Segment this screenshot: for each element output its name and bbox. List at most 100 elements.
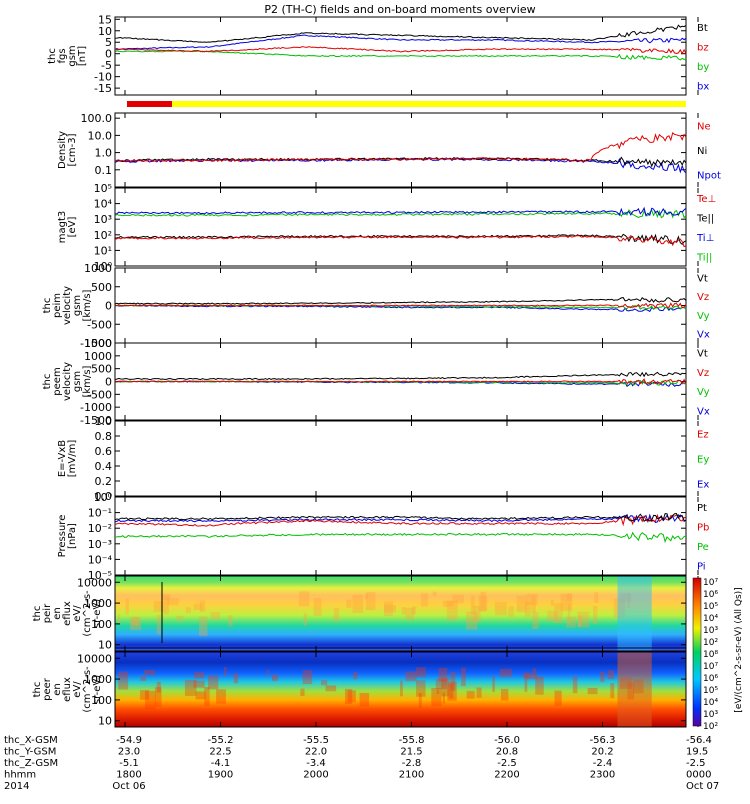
y-tick-label: 0.2 [95,475,113,488]
y-tick-label: 0.1 [95,164,113,177]
panel-frame-peer [114,651,687,728]
colorbar-tick-label: 10⁶ [703,590,718,600]
spectrogram-texture [535,676,544,695]
y-axis-label-line: [eV] [67,217,78,238]
spectrogram-texture [193,603,203,611]
spectrogram-texture [161,593,171,600]
spectrogram-texture [405,607,415,620]
y-tick-label: 10000 [77,576,112,589]
y-axis-label-line: sr-eV) [92,599,103,628]
figure-title: P2 (TH-C) fields and on-board moments ov… [264,3,535,16]
colorbar-tick-label: 10⁴ [703,698,718,708]
spectrogram-texture [473,605,481,622]
y-tick-label: 10 [98,25,112,38]
spectrogram-texture [156,681,161,693]
colorbar-tick-label: 10⁶ [703,674,718,684]
panel-peim: 1000 500 0 -500 -1000 thc peim velocity gsm [km/s… [42,262,710,350]
spectrogram-texture [432,591,437,596]
spectrogram-texture [554,690,562,706]
footer-value: 23.0 [118,747,140,758]
spectrogram-texture [436,689,440,695]
spectrogram-feature [617,652,652,727]
spectrogram-texture [516,595,527,613]
spectrogram-texture [204,687,210,706]
spectrogram-texture [524,601,531,617]
legend-fgs-bx: bx [697,81,709,92]
series-line-peem-Vt [114,371,687,381]
y-axis-label-line: en [52,683,63,696]
y-axis-label-line: en [52,607,63,620]
y-tick-label: 10⁻⁴ [88,553,113,566]
spectrogram-texture [156,614,161,635]
y-tick-label: 5 [105,36,112,49]
spectrogram-texture [610,683,615,699]
spectrogram-texture [593,606,598,624]
spectrogram-texture [508,606,514,617]
spectrogram-texture [405,671,417,682]
footer-value: -2.5 [497,758,517,769]
footer-value: -56.4 [686,735,712,746]
spectrogram-texture [155,687,162,707]
footer-value: 22.5 [209,747,231,758]
y-axis-label-line: [cm-3] [67,133,78,166]
series-line-density-Ne [114,132,687,162]
spectrogram-texture [184,679,197,696]
y-tick-label: 10⁰ [94,491,113,504]
y-axis-label-line: thc [32,682,43,698]
legend-peem-vx: Vx [697,406,710,417]
spectrogram-texture [193,672,205,679]
series-line-pressure-Pb [114,513,687,527]
spectrogram-texture [476,687,482,698]
y-axis-label-line: E=-VxB [57,440,68,477]
y-tick-label: 500 [91,281,112,294]
legend-efield-ey: Ey [697,455,709,466]
spectrogram-texture [550,599,554,606]
legend-peim-vt: Vt [697,273,708,284]
y-tick-label: -1000 [80,337,112,350]
y-axis-label-line: thc [42,374,53,390]
spectrogram-texture [478,595,488,612]
legend-efield-ex: Ex [697,480,709,491]
legend-peem-vy: Vy [697,387,710,398]
spectrogram-texture [532,668,537,674]
spectrogram-peer [115,652,686,727]
spectrogram-texture [600,671,605,683]
spectrogram-texture [448,683,454,699]
y-axis-label-line: [km/s] [82,365,93,397]
y-tick-label: 1000 [84,597,112,610]
footer-value: -55.2 [208,735,234,746]
y-axis-label-line: peem [52,367,63,395]
spectrogram-texture [353,671,358,680]
panel-temp: 10⁵ 10⁴ 10³ 10² 10¹ 10⁰ magt3 [eV] Te⊥ Te|| Ti⊥ Ti|… [57,182,716,273]
spectrogram-texture [577,615,583,627]
colorbar-tick-label: 10² [703,722,718,732]
spectrogram-texture [163,596,169,615]
spectrogram-texture [499,668,512,677]
spectrogram-texture [560,593,573,611]
footer-value: -56.0 [494,735,520,746]
y-tick-label: 10⁵ [94,182,112,195]
spectrogram-texture [139,690,150,700]
footer-value: -2.8 [402,758,422,769]
spectrogram-texture [465,611,478,630]
y-axis-label-line: sr-eV) [92,675,103,704]
spectrogram-texture [303,613,308,626]
y-tick-label: 0.4 [95,460,113,473]
spectrogram-texture [298,591,310,607]
y-tick-label: 500 [91,363,112,376]
spectrogram-texture [347,690,356,703]
series-line-temp-Te⊥ [114,235,687,248]
spectrogram-texture [461,667,466,686]
y-axis-label-line: gsm [72,295,83,316]
y-tick-label: 0 [105,300,112,313]
y-axis-label-line: velocity [62,286,73,325]
y-axis-label-line: [mV/m] [67,440,78,478]
y-tick-label: 10⁻⁵ [88,569,112,582]
spectrogram-texture [526,673,537,680]
y-axis-label-line: fgs [57,48,68,63]
y-tick-label: 10⁻² [88,522,112,535]
spectrogram-texture [480,591,486,612]
spectrogram-texture [185,607,191,614]
series-line-peem-Vz [114,378,687,385]
footer-value: 22.0 [305,747,327,758]
